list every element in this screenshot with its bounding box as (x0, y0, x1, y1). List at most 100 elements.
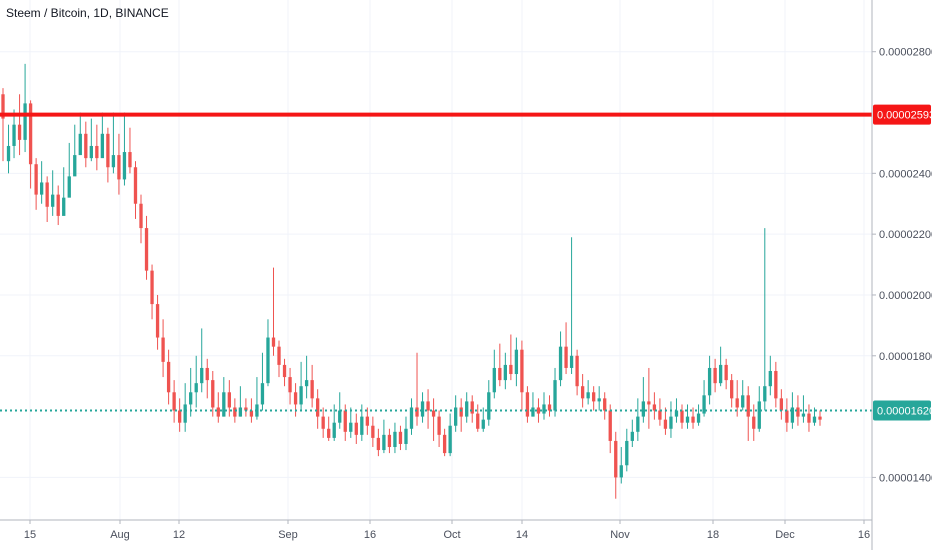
candle (266, 319, 270, 387)
candle-body (730, 380, 734, 399)
candle-body (39, 182, 44, 195)
candle (558, 331, 563, 387)
candle-body (431, 410, 436, 417)
candle (133, 161, 138, 219)
price-tick-label: 0.00002400 (879, 168, 932, 180)
candle (177, 398, 182, 432)
price-axis[interactable]: 0.00002800 0.00002400 0.00002200 0.00002000… (871, 0, 932, 550)
candle (730, 374, 734, 408)
candle-body (23, 103, 27, 140)
candle (89, 118, 93, 162)
candle (144, 215, 149, 280)
candle-body (630, 431, 634, 441)
candle-body (785, 410, 789, 423)
price-tag-bg (873, 104, 931, 125)
time-tick-label: Dec (775, 529, 795, 541)
candle (647, 367, 651, 429)
candle-body (227, 392, 231, 408)
candle-body (183, 404, 187, 423)
candle-body (741, 395, 745, 408)
candle (122, 112, 127, 186)
price-tag-bg (873, 400, 931, 421)
candle (12, 109, 16, 159)
time-tick-label: Sep (278, 529, 298, 541)
candle-body (338, 410, 342, 423)
candle (702, 380, 706, 417)
candle (718, 346, 723, 387)
time-tick-label: 16 (364, 529, 376, 541)
candle-body (652, 404, 657, 411)
candle (724, 358, 728, 390)
candle-body (442, 434, 447, 454)
candle (244, 398, 248, 417)
candle-body (536, 407, 541, 414)
price-tick-label: 0.00001400 (879, 472, 932, 484)
candle (310, 364, 314, 408)
candle (315, 389, 320, 429)
candle-body (371, 425, 375, 438)
candle-body (100, 133, 105, 159)
candle (735, 380, 739, 417)
candle-body (603, 398, 607, 411)
candle (393, 422, 397, 454)
candle-body (321, 416, 325, 429)
candle (205, 358, 209, 399)
candle (752, 404, 756, 441)
candle (161, 319, 165, 378)
candle-body (757, 401, 761, 429)
candle (625, 428, 629, 472)
candle-body (282, 364, 287, 378)
candle-body (249, 410, 254, 417)
candle-body (45, 182, 49, 207)
candle (531, 392, 535, 417)
candle-body (818, 416, 822, 420)
candle (73, 124, 77, 177)
time-tick-label: Aug (110, 529, 130, 541)
candle (503, 352, 508, 390)
time-axis[interactable]: 15 Aug 12 Sep 16 Oct 14 Nov 18 Dec 16 (0, 519, 872, 541)
candle-body (465, 401, 469, 417)
candle-body (547, 404, 552, 411)
candle (34, 158, 38, 210)
candle-body (139, 203, 143, 229)
candle (371, 416, 375, 448)
candle-body (476, 413, 480, 429)
candle (757, 386, 761, 432)
candle-body (420, 401, 425, 417)
candle-body (553, 380, 557, 411)
candle (67, 142, 71, 198)
candle-body (437, 416, 441, 435)
candle (658, 398, 662, 426)
candle-body (238, 407, 243, 417)
candle (707, 355, 712, 405)
candle (211, 370, 215, 417)
candle-body (161, 337, 165, 362)
candle-body (619, 465, 623, 478)
candle-body (288, 377, 292, 393)
candle-body (636, 416, 640, 432)
candle (437, 410, 441, 448)
candle (779, 389, 784, 420)
candle (465, 392, 469, 423)
candle (282, 358, 287, 387)
candle (592, 386, 596, 411)
candle-body (95, 145, 99, 159)
candle-body (663, 419, 668, 429)
candle (630, 419, 634, 448)
candle (260, 352, 265, 411)
candle (685, 404, 690, 429)
candle (547, 395, 552, 417)
candle (409, 398, 414, 435)
candle-body (299, 386, 303, 405)
candle-body (310, 380, 314, 399)
candle-body (133, 167, 138, 204)
candle (586, 380, 590, 405)
candle-body (34, 164, 38, 195)
time-tick-label: 14 (516, 529, 528, 541)
candle-body (674, 410, 679, 417)
time-tick-label: 18 (707, 529, 719, 541)
candle-body (343, 410, 347, 432)
candle (448, 413, 452, 457)
candle-body (150, 270, 154, 305)
